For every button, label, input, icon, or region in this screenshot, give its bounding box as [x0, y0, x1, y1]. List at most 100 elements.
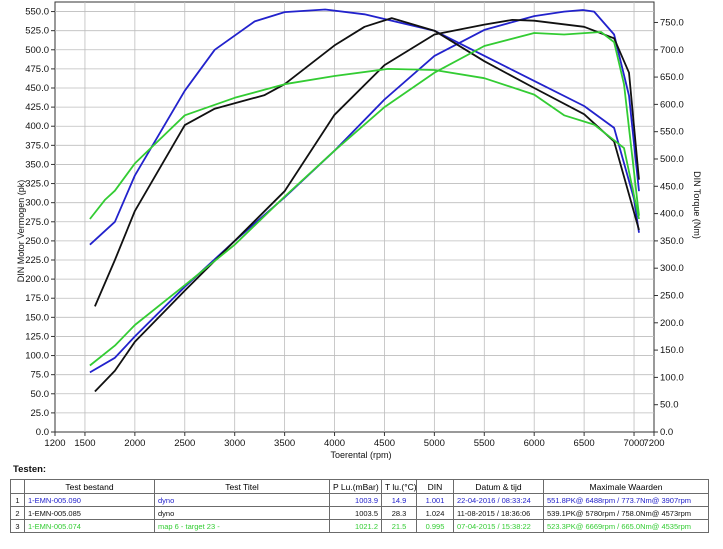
row-index: 3	[10, 519, 25, 533]
x-tick-label: 4000	[324, 438, 345, 449]
table-row[interactable]: 2 1-EMN-005.085 dyno 1003.5 28.3 1.024 1…	[10, 506, 709, 520]
y-left-tick-label: 350.0	[25, 159, 49, 170]
y-left-tick-label: 500.0	[25, 45, 49, 56]
y-left-tick-label: 550.0	[25, 7, 49, 18]
table-row[interactable]: 3 1-EMN-005.074 map 6 - target 23 - 1021…	[10, 519, 709, 533]
y-right-tick-label: 700.0	[660, 45, 684, 56]
table-row[interactable]: 1 1-EMN-005.090 dyno 1003.9 14.9 1.001 2…	[10, 493, 709, 507]
y-right-tick-label: 0.0	[660, 427, 673, 438]
y-left-tick-label: 0.0	[36, 427, 49, 438]
row-file: 1-EMN-005.090	[24, 493, 155, 507]
row-title: map 6 - target 23 -	[154, 519, 330, 533]
row-temperature: 28.3	[381, 506, 417, 520]
header-max-values: Maximale Waarden	[543, 479, 709, 494]
row-title: dyno	[154, 506, 330, 520]
header-pressure: P Lu.(mBar)	[329, 479, 382, 494]
y-left-tick-label: 375.0	[25, 140, 49, 151]
y-left-tick-label: 75.0	[31, 370, 50, 381]
row-max: 523.3PK@ 6669rpm / 665.0Nm@ 4535rpm	[543, 519, 709, 533]
x-tick-label: 6000	[524, 438, 545, 449]
row-max: 551.8PK@ 6488rpm / 773.7Nm@ 3907rpm	[543, 493, 709, 507]
y-right-tick-label: 550.0	[660, 127, 684, 138]
series-line-torque-1	[89, 8, 640, 246]
row-din: 1.024	[416, 506, 454, 520]
y-right-tick-label: 450.0	[660, 181, 684, 192]
axis-ticks: 1200 1500 2000 2500 3000 3500 4000 4500 5000 5500…	[25, 7, 684, 449]
row-temperature: 14.9	[381, 493, 417, 507]
x-tick-label: 3000	[224, 438, 245, 449]
x-tick-label: 1200	[44, 438, 65, 449]
x-tick-label: 7000	[623, 438, 644, 449]
header-test-file: Test bestand	[24, 479, 155, 494]
left-axis-title: DIN Motor Vermogen (pk)	[16, 180, 26, 283]
y-left-tick-label: 425.0	[25, 102, 49, 113]
y-left-tick-label: 325.0	[25, 179, 49, 190]
row-date: 22-04-2016 / 08:33:24	[453, 493, 544, 507]
tests-heading: Testen:	[13, 464, 47, 475]
x-tick-label: 3500	[274, 438, 295, 449]
row-index: 1	[10, 493, 25, 507]
row-date: 11-08-2015 / 18:36:06	[453, 506, 544, 520]
x-tick-label: 5500	[474, 438, 495, 449]
series-line-torque-3	[89, 68, 640, 220]
header-date-time: Datum & tijd	[453, 479, 544, 494]
y-left-tick-label: 400.0	[25, 121, 49, 132]
row-max: 539.1PK@ 5780rpm / 758.0Nm@ 4573rpm	[543, 506, 709, 520]
y-left-tick-label: 475.0	[25, 64, 49, 75]
y-right-tick-label: 150.0	[660, 345, 684, 356]
series-line-torque-2	[94, 17, 640, 307]
y-left-tick-label: 25.0	[31, 408, 50, 419]
chart-grid	[54, 1, 655, 433]
y-left-tick-label: 150.0	[25, 312, 49, 323]
series-lines	[89, 8, 640, 393]
y-left-tick-label: 200.0	[25, 274, 49, 285]
y-right-tick-label: 50.0	[660, 400, 679, 411]
y-left-tick-label: 175.0	[25, 293, 49, 304]
row-file: 1-EMN-005.074	[24, 519, 155, 533]
x-tick-label: 5000	[424, 438, 445, 449]
x-tick-label: 2500	[174, 438, 195, 449]
header-temperature: T lu.(°C)	[381, 479, 417, 494]
series-line-power-2	[94, 19, 640, 393]
table-header-row: Test bestand Test Titel P Lu.(mBar) T lu…	[10, 479, 709, 494]
series-line-power-1	[89, 9, 640, 374]
row-temperature: 21.5	[381, 519, 417, 533]
x-tick-label: 2000	[124, 438, 145, 449]
y-right-tick-label: 650.0	[660, 72, 684, 83]
header-index	[10, 479, 25, 494]
x-axis-title: Toerental (rpm)	[330, 450, 391, 460]
y-left-tick-label: 225.0	[25, 255, 49, 266]
y-right-tick-label: 750.0	[660, 17, 684, 28]
row-pressure: 1021.2	[329, 519, 382, 533]
y-right-tick-label: 400.0	[660, 209, 684, 220]
y-left-tick-label: 525.0	[25, 26, 49, 37]
y-left-tick-label: 50.0	[31, 389, 50, 400]
y-right-tick-label: 600.0	[660, 99, 684, 110]
y-right-tick-label: 250.0	[660, 290, 684, 301]
y-left-tick-label: 450.0	[25, 83, 49, 94]
header-din: DIN	[416, 479, 454, 494]
y-left-tick-label: 300.0	[25, 198, 49, 209]
plot-frame	[54, 1, 655, 433]
row-title: dyno	[154, 493, 330, 507]
y-left-tick-label: 275.0	[25, 217, 49, 228]
tests-table: Test bestand Test Titel P Lu.(mBar) T lu…	[10, 479, 709, 533]
right-axis-title: DIN Torque (Nm)	[692, 171, 702, 239]
row-din: 1.001	[416, 493, 454, 507]
row-pressure: 1003.5	[329, 506, 382, 520]
y-right-tick-label: 100.0	[660, 372, 684, 383]
x-tick-label: 6500	[574, 438, 595, 449]
row-pressure: 1003.9	[329, 493, 382, 507]
x-tick-label: 1500	[74, 438, 95, 449]
dyno-chart: 1200 1500 2000 2500 3000 3500 4000 4500 5000 5500…	[16, 1, 702, 460]
y-left-tick-label: 250.0	[25, 236, 49, 247]
row-date: 07-04-2015 / 15:38:22	[453, 519, 544, 533]
y-right-tick-label: 200.0	[660, 318, 684, 329]
row-file: 1-EMN-005.085	[24, 506, 155, 520]
x-tick-label: 4500	[374, 438, 395, 449]
x-tick-label: 7200	[643, 438, 664, 449]
y-left-tick-label: 125.0	[25, 331, 49, 342]
y-right-tick-label: 500.0	[660, 154, 684, 165]
y-right-tick-label: 350.0	[660, 236, 684, 247]
y-right-tick-label: 300.0	[660, 263, 684, 274]
